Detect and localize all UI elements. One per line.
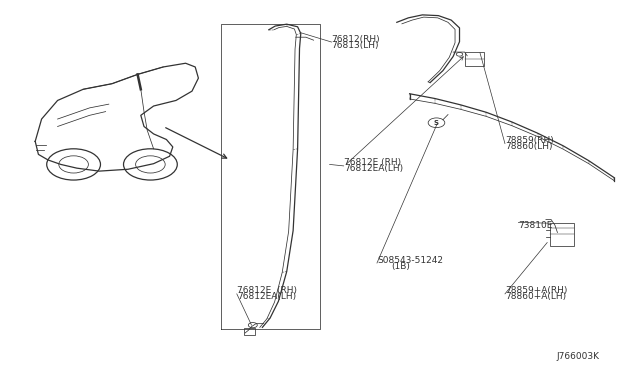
Bar [244,328,255,335]
Text: S: S [434,120,439,126]
Text: 78860+A(LH): 78860+A(LH) [506,292,567,301]
Text: 78860(LH): 78860(LH) [506,142,553,151]
Text: 76812EA(LH): 76812EA(LH) [344,164,403,173]
Text: (1B): (1B) [392,262,410,271]
Text: S08543-51242: S08543-51242 [378,256,444,265]
Text: J766003K: J766003K [557,352,600,361]
Text: 76812E (RH): 76812E (RH) [344,158,401,167]
Text: 73810E: 73810E [518,221,553,230]
Text: 76812(RH): 76812(RH) [332,35,380,44]
Text: 78859(RH): 78859(RH) [506,136,554,145]
Bar [465,52,484,66]
Text: 76812E  (RH): 76812E (RH) [237,286,297,295]
Text: 78859+A(RH): 78859+A(RH) [506,286,568,295]
Text: 76812EA(LH): 76812EA(LH) [237,292,296,301]
Bar [550,223,574,246]
Text: 76813(LH): 76813(LH) [332,41,379,50]
